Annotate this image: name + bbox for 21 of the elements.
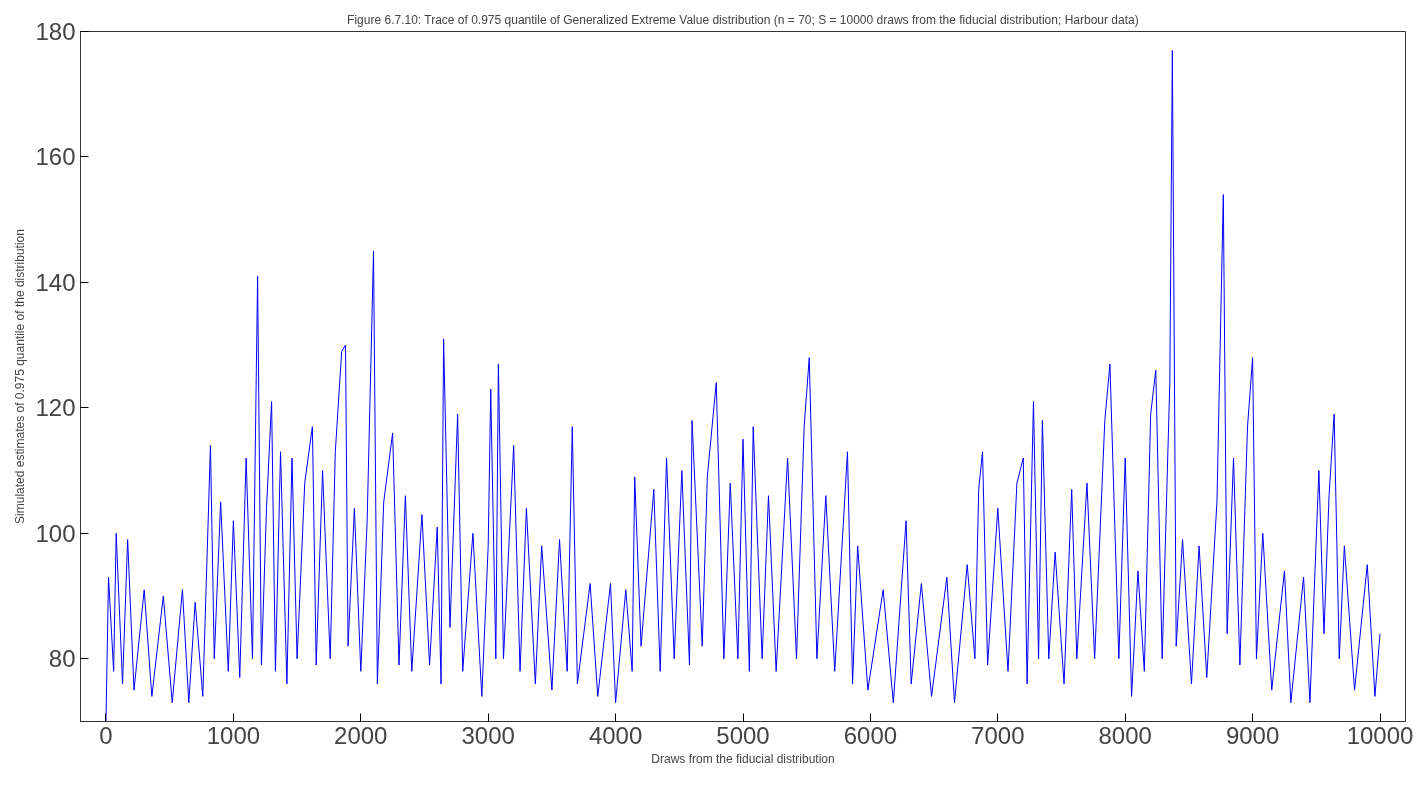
y-tick-label: 120 xyxy=(35,394,76,422)
line-series xyxy=(105,49,1381,722)
y-tick-label: 140 xyxy=(35,268,76,296)
y-tick-label: 80 xyxy=(48,645,76,673)
y-tick-label: 100 xyxy=(35,519,76,547)
x-tick-label: 8000 xyxy=(1098,721,1152,749)
x-tick-label: 9000 xyxy=(1225,721,1280,749)
x-tick-label: 10000 xyxy=(1346,721,1414,749)
y-axis-title: Simulated estimates of 0.975 quantile of the distribution xyxy=(13,229,28,524)
x-tick-label: 3000 xyxy=(461,721,515,749)
y-tick-label: 180 xyxy=(35,18,76,45)
x-tick-label: 6000 xyxy=(843,721,898,749)
y-tick-label: 160 xyxy=(35,143,76,171)
x-tick-label: 7000 xyxy=(971,721,1025,749)
x-axis-title: Draws from the fiducial distribution xyxy=(651,751,835,766)
chart-title: Figure 6.7.10: Trace of 0.975 quantile of Generalized Extreme Value distribution (n = 70; S = 10000 draws from the fiducial distribution; Harbour data) xyxy=(347,12,1139,27)
x-tick-label: 5000 xyxy=(716,721,770,749)
x-tick-label: 0 xyxy=(99,721,113,749)
x-tick-label: 2000 xyxy=(334,721,388,749)
x-tick-label: 1000 xyxy=(206,721,261,749)
x-tick-label: 4000 xyxy=(588,721,643,749)
